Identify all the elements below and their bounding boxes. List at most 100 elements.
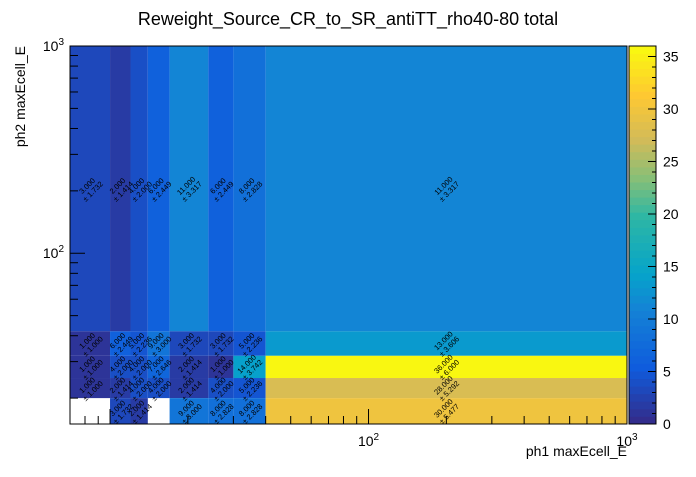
heatmap-cell [208, 355, 234, 379]
colorbar-band [629, 174, 656, 183]
colorbar-band [629, 136, 656, 145]
heatmap-cell [265, 331, 627, 356]
colorbar-band [629, 106, 656, 115]
colorbar-band [629, 227, 656, 236]
colorbar-band [629, 235, 656, 243]
heatmap-cell [130, 355, 148, 379]
heatmap-cell [147, 378, 170, 399]
colorbar-band [629, 265, 656, 274]
y-axis-label: ph2 maxEcell_E [12, 46, 28, 147]
colorbar-band [629, 348, 656, 357]
colorbar-band [629, 401, 656, 410]
heatmap-cell [110, 331, 131, 356]
colorbar-band [629, 363, 656, 372]
colorbar-band [629, 98, 656, 107]
heatmap-cell [208, 331, 234, 356]
heatmap-cell [70, 355, 111, 379]
axes: 102 103 102 103 [43, 37, 638, 449]
colorbar-band [629, 197, 656, 206]
heatmap-cell [233, 46, 266, 332]
heatmap-cell [70, 46, 111, 332]
colorbar-band [629, 129, 656, 138]
colorbar-band [629, 295, 656, 304]
colorbar-band [629, 325, 656, 334]
heatmap-cell [130, 378, 148, 399]
colorbar-band [629, 280, 656, 289]
colorbar-band [629, 151, 656, 160]
colorbar-band [629, 53, 656, 62]
colorbar-band [629, 371, 656, 380]
chart-title: Reweight_Source_CR_to_SR_antiTT_rho40-80… [138, 9, 558, 30]
x-tick-label: 102 [358, 432, 380, 449]
colorbar-band [629, 310, 656, 319]
heatmap-cell [169, 398, 209, 424]
heatmap-cell [130, 331, 148, 356]
colorbar-tick-label: 25 [663, 154, 679, 170]
colorbar-tick-label: 20 [663, 206, 679, 222]
colorbar-tick-label: 5 [663, 364, 671, 380]
heatmap-cell [265, 378, 627, 399]
colorbar-tick-label: 10 [663, 311, 679, 327]
heatmap-cell [169, 46, 209, 332]
colorbar-band [629, 393, 656, 402]
colorbar-band [629, 257, 656, 266]
heatmap-cell [110, 46, 131, 332]
colorbar-band [629, 212, 656, 221]
colorbar-band [629, 144, 656, 153]
colorbar-band [629, 61, 656, 70]
heatmap-cell [147, 331, 170, 356]
colorbar-tick-label: 15 [663, 259, 679, 275]
heatmap-cells [70, 46, 627, 424]
colorbar-band [629, 250, 656, 259]
colorbar-band [629, 408, 656, 417]
x-axis-label: ph1 maxEcell_E [526, 443, 627, 459]
heatmap-cell [169, 331, 209, 356]
colorbar-tick-label: 30 [663, 101, 679, 117]
colorbar-tick-label: 35 [663, 49, 679, 65]
colorbar-band [629, 204, 656, 213]
colorbar-band [629, 219, 656, 228]
colorbar-band [629, 76, 656, 85]
heatmap-cell [233, 398, 266, 424]
colorbar-band [629, 46, 656, 54]
colorbar-band [629, 378, 656, 387]
heatmap-cell [208, 378, 234, 399]
colorbar-band [629, 189, 656, 198]
colorbar-band [629, 340, 656, 349]
heatmap-cell [208, 46, 234, 332]
colorbar-band [629, 242, 656, 251]
heatmap-cell [70, 378, 111, 399]
heatmap-cell [110, 355, 131, 379]
plot-frame [69, 45, 628, 425]
heatmap-cell [130, 46, 148, 332]
colorbar: 0 5 10 15 20 25 30 35 [628, 45, 679, 432]
heatmap-cell [233, 355, 266, 379]
colorbar-band [629, 355, 656, 364]
colorbar-band [629, 303, 656, 311]
colorbar-band [629, 386, 656, 395]
y-tick-label: 103 [43, 37, 65, 54]
colorbar-band [629, 333, 656, 342]
colorbar-band [629, 159, 656, 168]
colorbar-band [629, 182, 656, 191]
heatmap-cell [169, 378, 209, 399]
heatmap-cell [265, 355, 627, 379]
heatmap-cell [233, 331, 266, 356]
colorbar-band [629, 83, 656, 92]
colorbar-band [629, 166, 656, 175]
colorbar-band [629, 416, 656, 425]
x-tick-label: 103 [616, 432, 638, 449]
heatmap-cell [110, 398, 131, 424]
heatmap-cell [130, 398, 148, 424]
colorbar-tick-label: 0 [663, 416, 671, 432]
colorbar-band [629, 68, 656, 77]
y-tick-label: 102 [43, 244, 65, 261]
colorbar-band [629, 287, 656, 296]
heatmap-cell [169, 355, 209, 379]
colorbar-band [629, 91, 656, 100]
colorbar-band [629, 318, 656, 327]
heatmap-cell [208, 398, 234, 424]
colorbar-band [629, 121, 656, 130]
